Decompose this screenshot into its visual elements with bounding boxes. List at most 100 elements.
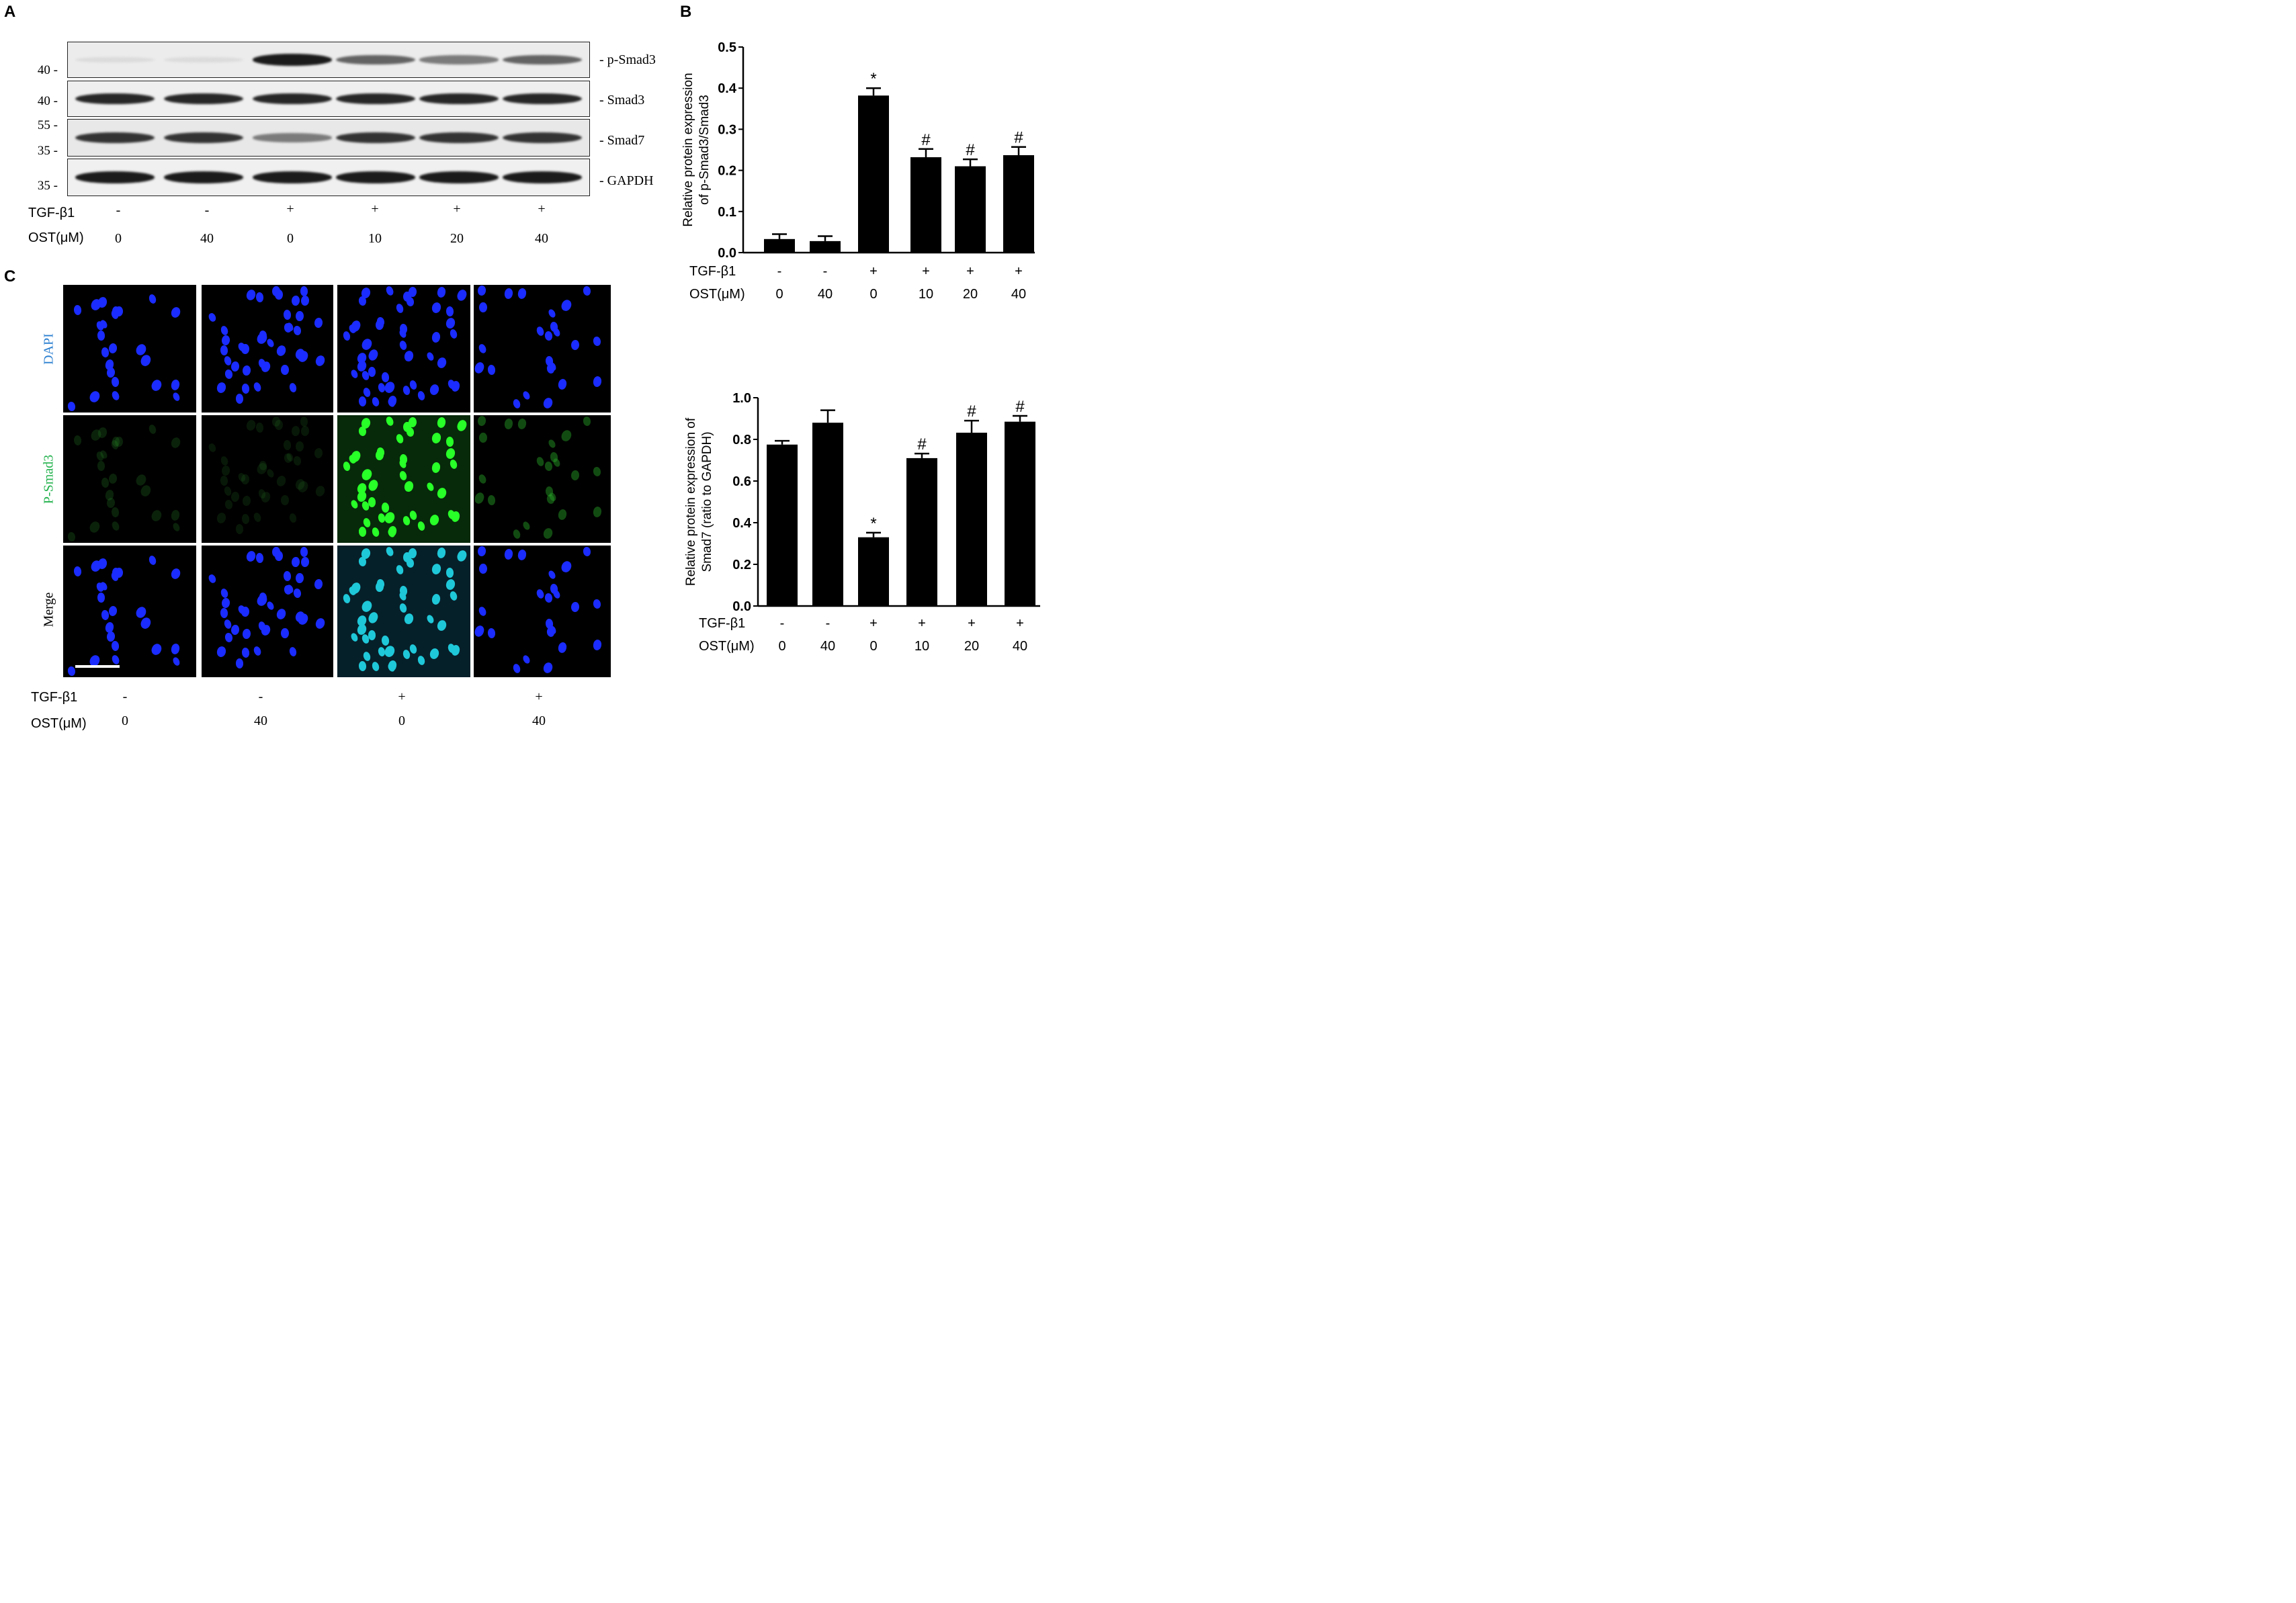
tgf-label: TGF-β1 bbox=[699, 616, 745, 631]
nucleus bbox=[283, 309, 292, 320]
tgf-value: + bbox=[869, 264, 878, 279]
nucleus bbox=[367, 478, 380, 492]
y-tick-label: 0.6 bbox=[732, 474, 751, 489]
nucleus bbox=[296, 311, 304, 322]
blot-band bbox=[75, 56, 155, 63]
nucleus bbox=[169, 436, 182, 449]
blot-band bbox=[163, 93, 243, 105]
nucleus bbox=[431, 431, 442, 445]
nucleus bbox=[371, 660, 381, 673]
blot-band bbox=[252, 133, 332, 142]
nucleus bbox=[220, 345, 228, 356]
nucleus bbox=[265, 600, 275, 611]
row-label-merge: Merge bbox=[41, 592, 56, 627]
nucleus bbox=[300, 416, 308, 427]
blot-band bbox=[419, 93, 499, 105]
nucleus bbox=[478, 564, 487, 574]
nucleus bbox=[417, 521, 427, 532]
nucleus bbox=[384, 285, 394, 296]
nucleus bbox=[435, 486, 448, 500]
nucleus bbox=[583, 285, 592, 296]
nucleus bbox=[417, 654, 427, 666]
bar bbox=[810, 241, 841, 253]
nucleus bbox=[478, 474, 488, 485]
nucleus bbox=[241, 513, 250, 525]
nucleus bbox=[381, 635, 390, 646]
nucleus bbox=[546, 627, 555, 638]
panel-label-c: C bbox=[4, 267, 16, 286]
nucleus bbox=[342, 331, 351, 342]
nucleus bbox=[221, 597, 230, 609]
nucleus bbox=[207, 442, 217, 453]
nucleus bbox=[542, 660, 554, 675]
nucleus bbox=[478, 343, 488, 355]
blot-band bbox=[75, 132, 155, 144]
blot-band bbox=[419, 132, 499, 144]
nucleus bbox=[241, 606, 249, 617]
nucleus bbox=[425, 481, 435, 492]
nucleus bbox=[271, 546, 280, 558]
nucleus bbox=[359, 599, 374, 614]
nucleus bbox=[73, 566, 82, 577]
nucleus bbox=[504, 548, 514, 560]
nucleus bbox=[544, 461, 553, 472]
nucleus bbox=[425, 351, 435, 362]
nucleus bbox=[216, 511, 227, 525]
nucleus bbox=[241, 383, 250, 394]
nucleus bbox=[357, 396, 367, 406]
nucleus bbox=[314, 578, 323, 591]
nucleus bbox=[235, 658, 244, 669]
nucleus bbox=[296, 572, 304, 584]
y-tick-label: 1.0 bbox=[732, 391, 751, 406]
blot-band bbox=[503, 171, 583, 183]
nucleus bbox=[512, 662, 521, 674]
nucleus bbox=[547, 308, 557, 319]
nucleus bbox=[300, 295, 310, 306]
nucleus bbox=[314, 317, 323, 329]
tgf-label: TGF-β1 bbox=[689, 264, 736, 279]
nucleus bbox=[147, 554, 157, 566]
nucleus bbox=[357, 660, 367, 671]
significance-marker: # bbox=[966, 141, 975, 159]
bar bbox=[858, 537, 889, 606]
y-axis-label: Relative protein expression of Smad7 (rat… bbox=[684, 417, 714, 586]
nucleus bbox=[474, 624, 486, 638]
nucleus bbox=[230, 491, 240, 503]
nucleus bbox=[429, 647, 440, 660]
ost-value: 0 bbox=[775, 287, 783, 302]
nucleus bbox=[557, 378, 568, 390]
nucleus bbox=[445, 436, 454, 447]
nucleus bbox=[425, 613, 435, 625]
blot-band bbox=[503, 93, 583, 105]
nucleus bbox=[436, 546, 447, 559]
nucleus bbox=[368, 366, 376, 377]
nucleus bbox=[87, 519, 101, 534]
ost-value: 0 bbox=[869, 639, 877, 654]
tgf-value: - bbox=[823, 264, 828, 279]
nucleus bbox=[149, 642, 163, 656]
micrograph-merge bbox=[337, 546, 470, 677]
mw-marker: 55 - bbox=[37, 118, 58, 132]
ost-value: 40 bbox=[254, 713, 267, 728]
micrograph-dapi bbox=[63, 285, 196, 413]
tgf-value: + bbox=[966, 264, 974, 279]
nucleus bbox=[359, 467, 374, 482]
nucleus bbox=[559, 298, 573, 312]
tgf-value: + bbox=[968, 616, 976, 631]
y-tick-label: 0.4 bbox=[718, 81, 737, 96]
nucleus bbox=[474, 361, 486, 375]
nucleus bbox=[314, 447, 323, 459]
nucleus bbox=[291, 295, 300, 307]
nucleus bbox=[552, 589, 562, 601]
blot-band bbox=[75, 171, 155, 183]
tgf-value: - bbox=[116, 203, 121, 218]
tgf-value: + bbox=[869, 616, 878, 631]
blot-band bbox=[335, 93, 415, 105]
nucleus bbox=[314, 353, 327, 367]
blot-band bbox=[419, 55, 499, 64]
nucleus bbox=[504, 288, 514, 300]
nucleus bbox=[570, 601, 580, 613]
nucleus bbox=[110, 390, 120, 401]
nucleus bbox=[147, 294, 157, 305]
nucleus bbox=[255, 422, 265, 433]
